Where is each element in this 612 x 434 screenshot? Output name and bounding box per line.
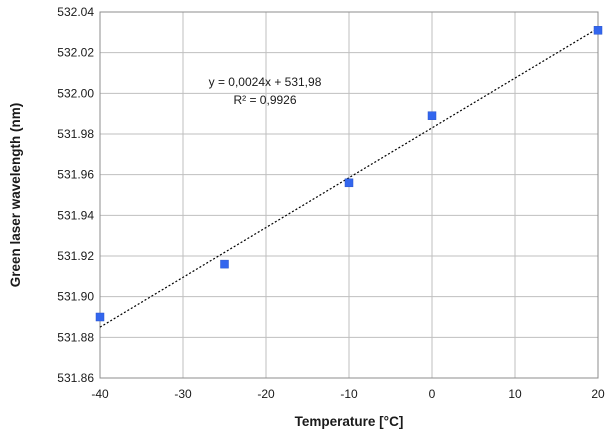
data-point xyxy=(593,26,603,35)
grid xyxy=(99,11,599,379)
y-tick-label: 532.04 xyxy=(57,5,94,19)
trendline-group xyxy=(99,27,599,328)
data-point xyxy=(220,259,229,269)
x-tick-label: -40 xyxy=(91,387,109,401)
data-point xyxy=(95,312,105,322)
x-tick-label: -10 xyxy=(340,387,358,401)
y-tick-label: 531.96 xyxy=(57,168,94,182)
x-tick-label: -20 xyxy=(257,387,275,401)
trendline-equation: y = 0,0024x + 531,98 xyxy=(209,75,322,89)
y-tick-label: 531.88 xyxy=(57,330,94,344)
trendline xyxy=(99,27,599,328)
y-tick-label: 532.02 xyxy=(57,46,94,60)
y-tick-label: 531.98 xyxy=(57,127,94,141)
x-tick-label: 0 xyxy=(429,387,436,401)
y-axis-tick-labels: 531.86 531.88 531.90 531.92 531.94 531.96 531.… xyxy=(57,5,94,385)
data-point xyxy=(427,111,437,120)
r-squared-label: R² = 0,9926 xyxy=(233,93,296,107)
y-tick-label: 531.86 xyxy=(57,371,94,385)
y-tick-label: 532.00 xyxy=(57,86,94,100)
plot-area-frame xyxy=(99,11,599,379)
y-tick-label: 531.90 xyxy=(57,290,94,304)
data-point xyxy=(344,178,354,188)
x-axis-title: Temperature [°C] xyxy=(295,414,404,429)
y-tick-label: 531.92 xyxy=(57,249,94,263)
y-tick-label: 531.94 xyxy=(57,208,94,222)
data-points xyxy=(95,26,603,322)
x-tick-label: 20 xyxy=(591,387,605,401)
x-axis-tick-labels: -40 -30 -20 -10 0 10 20 xyxy=(91,387,605,401)
y-axis-title: Green laser wavelength (nm) xyxy=(8,103,23,288)
x-tick-label: 10 xyxy=(508,387,522,401)
x-tick-label: -30 xyxy=(174,387,192,401)
